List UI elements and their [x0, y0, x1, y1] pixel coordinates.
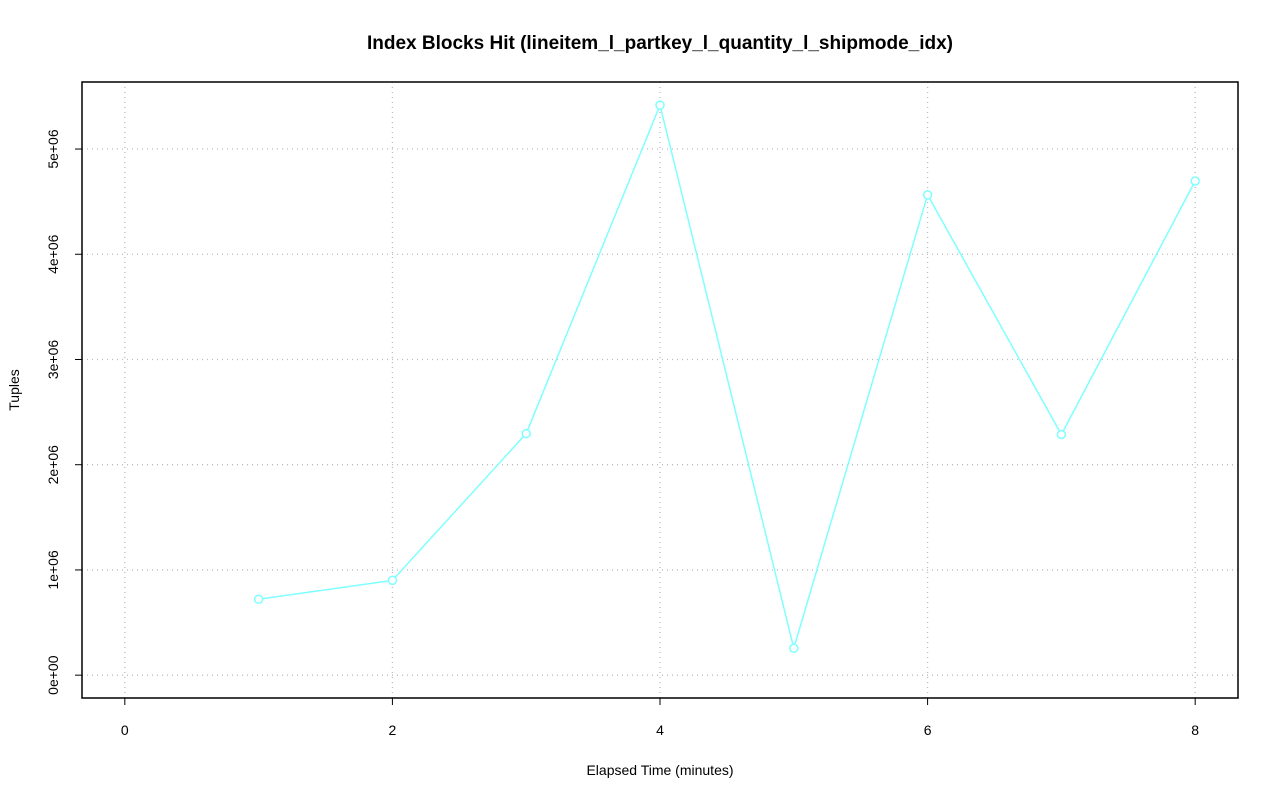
- x-tick-label: 8: [1191, 722, 1199, 738]
- chart-title: Index Blocks Hit (lineitem_l_partkey_l_q…: [367, 33, 953, 54]
- plot-frame: [81, 81, 1239, 699]
- point: [789, 643, 799, 653]
- point: [1190, 176, 1200, 186]
- y-tick-label: 4e+06: [45, 234, 61, 274]
- y-axis-label: Tuples: [6, 369, 22, 411]
- y-tick-label: 0e+00: [45, 655, 61, 695]
- y-tick-label: 2e+06: [45, 445, 61, 485]
- x-tick-label: 6: [924, 722, 932, 738]
- point: [521, 428, 531, 439]
- y-tick-label: 3e+06: [45, 340, 61, 380]
- point: [655, 100, 665, 110]
- point: [253, 594, 264, 605]
- point: [1056, 429, 1067, 440]
- x-tick-label: 4: [656, 722, 664, 738]
- point: [387, 575, 398, 586]
- x-axis-label: Elapsed Time (minutes): [586, 762, 733, 778]
- x-tick-label: 0: [121, 722, 129, 738]
- line: [258, 102, 1196, 652]
- y-tick-label: 5e+06: [45, 129, 61, 169]
- x-tick-label: 2: [389, 722, 397, 738]
- y-tick-label: 1e+06: [45, 550, 61, 590]
- point: [922, 190, 933, 200]
